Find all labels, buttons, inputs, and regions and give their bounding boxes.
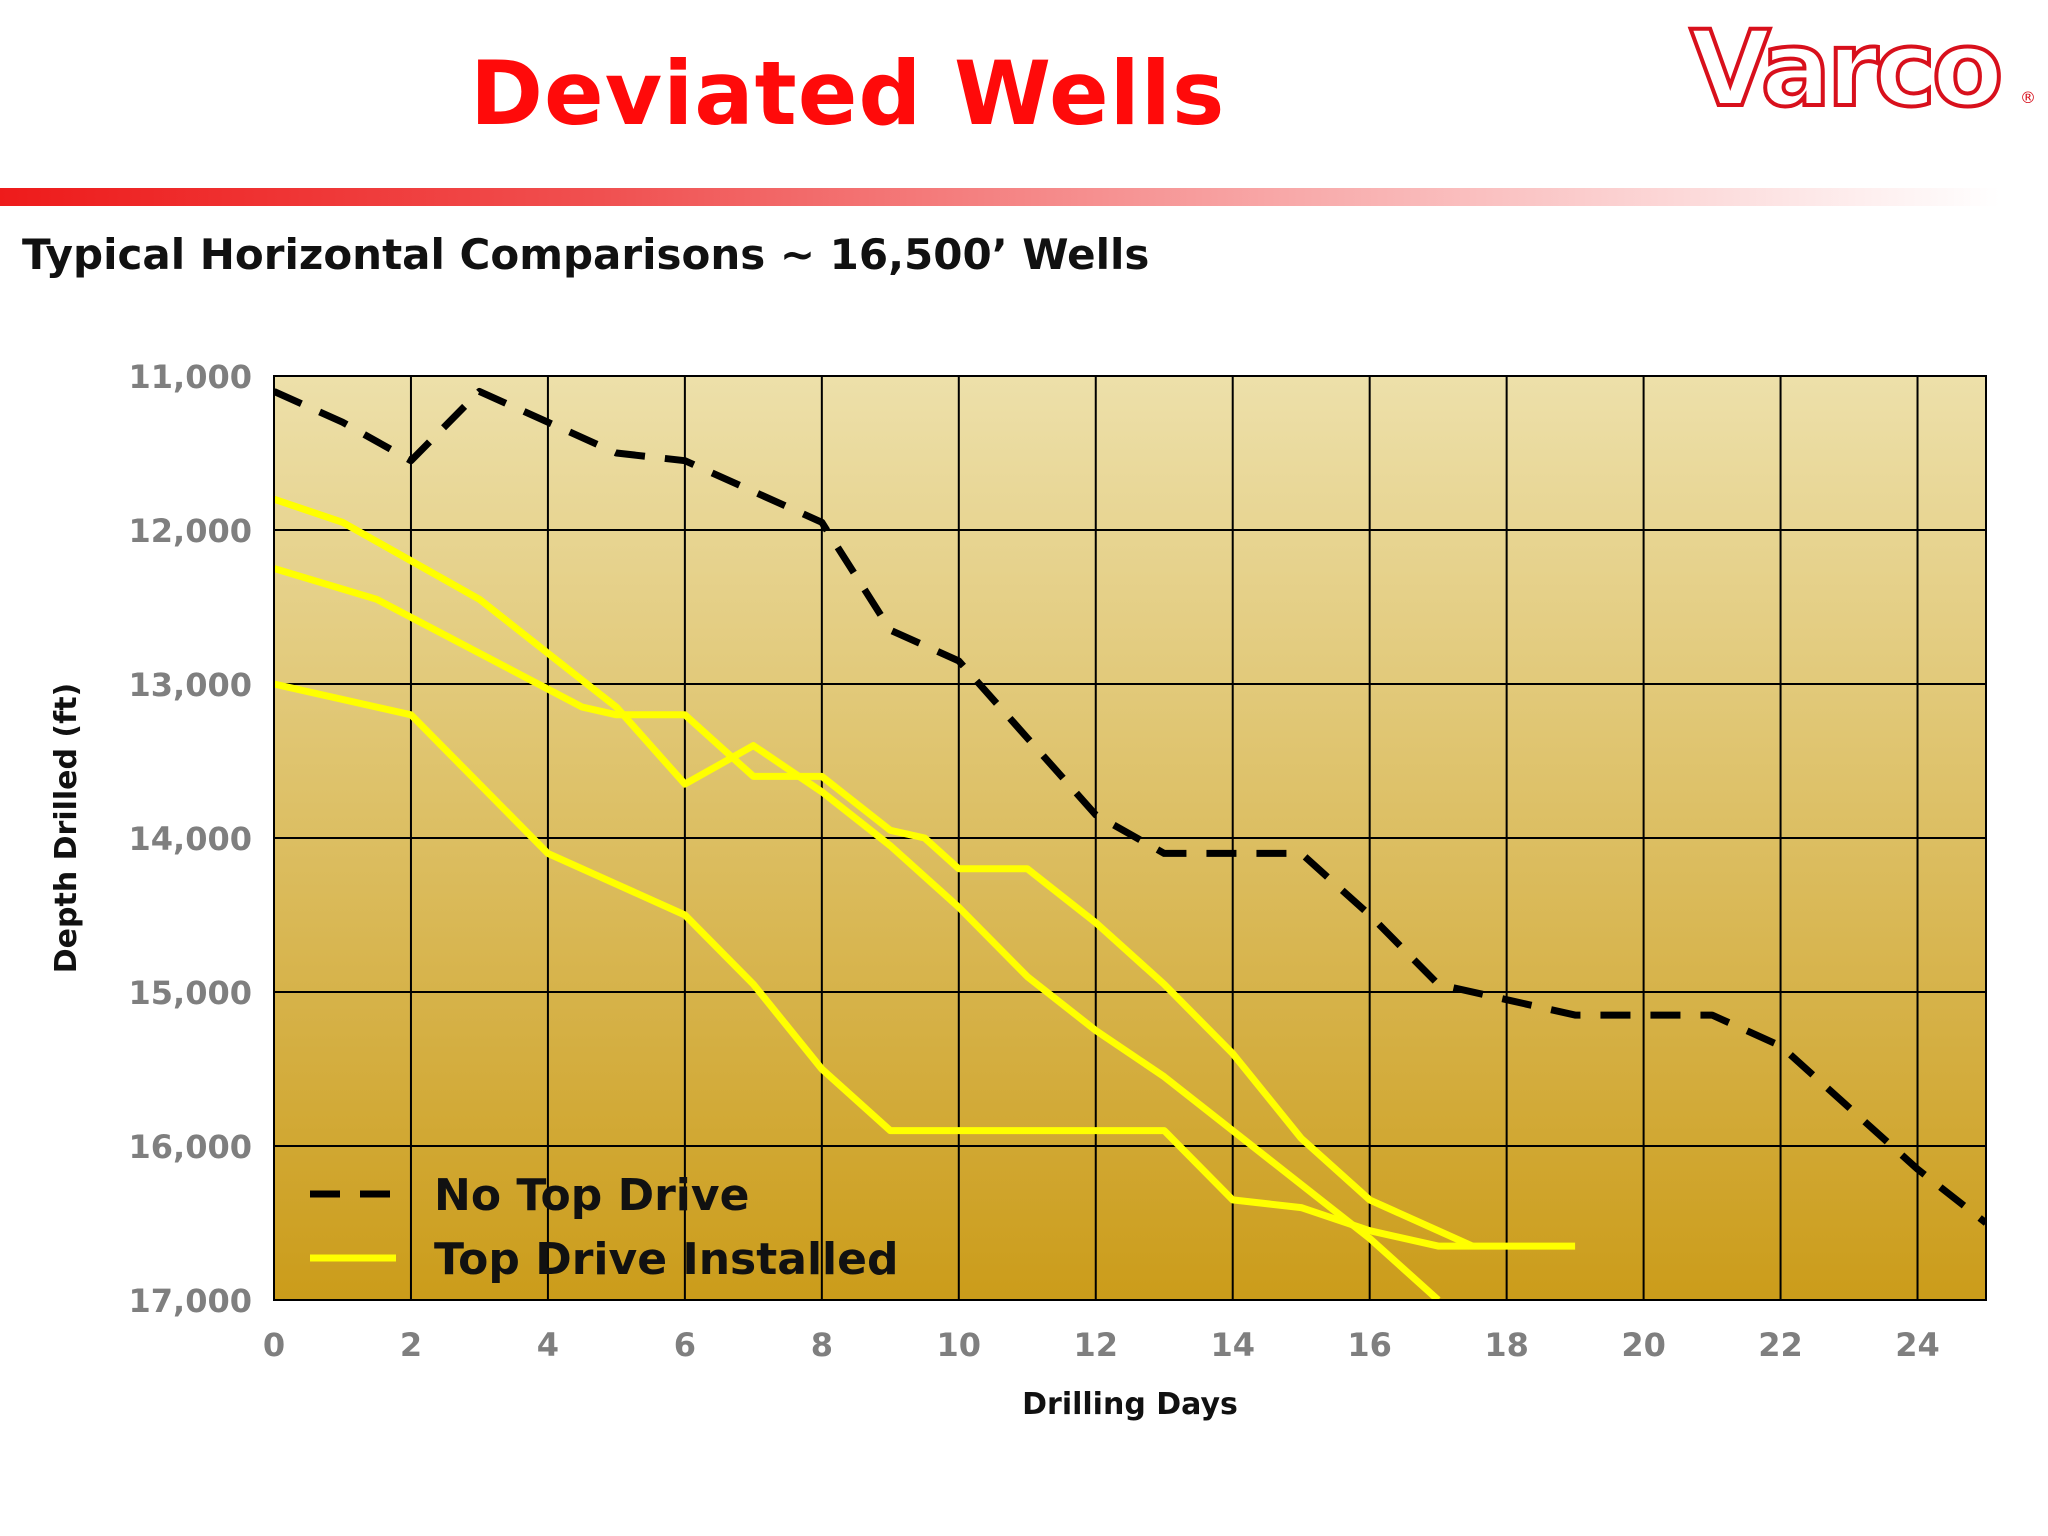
x-tick-label: 18 xyxy=(1484,1326,1529,1364)
series-line-no-top-drive xyxy=(274,387,1986,1226)
depth-vs-days-chart: 11,000 12,000 13,000 14,000 15,000 16,000 17,0… xyxy=(49,358,1987,1422)
x-tick-label: 6 xyxy=(674,1326,696,1364)
y-tick-label: 12,000 xyxy=(129,512,252,550)
x-tick-label: 12 xyxy=(1073,1326,1118,1364)
y-tick-label: 15,000 xyxy=(129,974,252,1012)
legend: No Top Drive Top Drive Installed xyxy=(310,1170,898,1285)
y-axis-ticks: 11,000 12,000 13,000 14,000 15,000 16,000 17,0… xyxy=(129,358,252,1320)
y-tick-label: 17,000 xyxy=(129,1282,252,1320)
y-tick-label: 16,000 xyxy=(129,1128,252,1166)
plot-border xyxy=(273,375,1987,1301)
slide-title: Deviated Wells xyxy=(470,42,1226,145)
series-line-top-drive-installed-1 xyxy=(274,495,1441,1300)
x-tick-label: 20 xyxy=(1621,1326,1666,1364)
registered-mark: ® xyxy=(2020,88,2036,107)
y-axis-title: Depth Drilled (ft) xyxy=(49,683,84,974)
legend-label-no-top-drive: No Top Drive xyxy=(434,1170,749,1221)
series-group xyxy=(274,387,1986,1300)
slide-subtitle: Typical Horizontal Comparisons ~ 16,500’… xyxy=(22,230,1150,279)
header-divider xyxy=(0,188,2000,206)
x-tick-label: 2 xyxy=(400,1326,422,1364)
legend-label-top-drive-installed: Top Drive Installed xyxy=(434,1234,898,1285)
varco-logo: Varco xyxy=(1688,6,2005,132)
series-line-top-drive-installed-2 xyxy=(274,565,1474,1250)
x-tick-label: 22 xyxy=(1758,1326,1803,1364)
x-tick-label: 16 xyxy=(1347,1326,1392,1364)
y-tick-label: 13,000 xyxy=(129,666,252,704)
x-tick-label: 0 xyxy=(263,1326,285,1364)
x-tick-label: 24 xyxy=(1895,1326,1940,1364)
x-tick-label: 4 xyxy=(537,1326,559,1364)
x-axis-ticks: 0 2 4 6 8 10 12 14 16 18 20 22 24 xyxy=(263,1326,1940,1364)
series-line-top-drive-installed-3 xyxy=(274,680,1576,1250)
y-tick-label: 14,000 xyxy=(129,820,252,858)
x-tick-label: 14 xyxy=(1210,1326,1255,1364)
x-tick-label: 10 xyxy=(937,1326,982,1364)
x-axis-title: Drilling Days xyxy=(1022,1387,1238,1422)
y-tick-label: 11,000 xyxy=(129,358,252,396)
x-tick-label: 8 xyxy=(811,1326,833,1364)
